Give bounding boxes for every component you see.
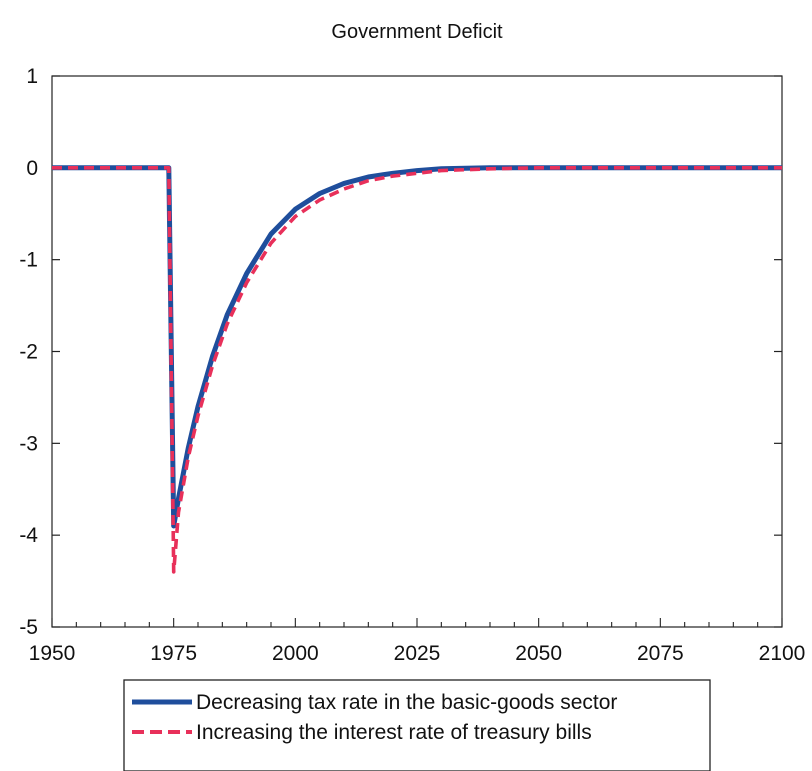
x-tick-label: 2075 (637, 642, 684, 665)
y-tick-label: 1 (26, 65, 38, 88)
x-tick-label: 1975 (150, 642, 197, 665)
x-tick-label: 2050 (515, 642, 562, 665)
y-tick-label: 0 (26, 157, 38, 180)
y-tick-label: -2 (19, 341, 38, 364)
x-tick-label: 2100 (759, 642, 806, 665)
x-tick-label: 2025 (394, 642, 441, 665)
legend-label-2: Increasing the interest rate of treasury… (196, 721, 592, 744)
legend-label-1: Decreasing tax rate in the basic-goods s… (196, 691, 617, 714)
plot-frame (51, 75, 783, 628)
y-tick-label: -4 (19, 524, 38, 547)
x-tick-label: 1950 (29, 642, 76, 665)
series-line-1 (52, 165, 782, 529)
y-tick-label: -1 (19, 249, 38, 272)
chart-title: Government Deficit (331, 21, 503, 43)
legend-box (123, 679, 711, 771)
series-line-2 (52, 166, 782, 574)
y-tick-label: -5 (19, 616, 38, 639)
x-tick-label: 2000 (272, 642, 319, 665)
y-tick-label: -3 (19, 432, 38, 455)
